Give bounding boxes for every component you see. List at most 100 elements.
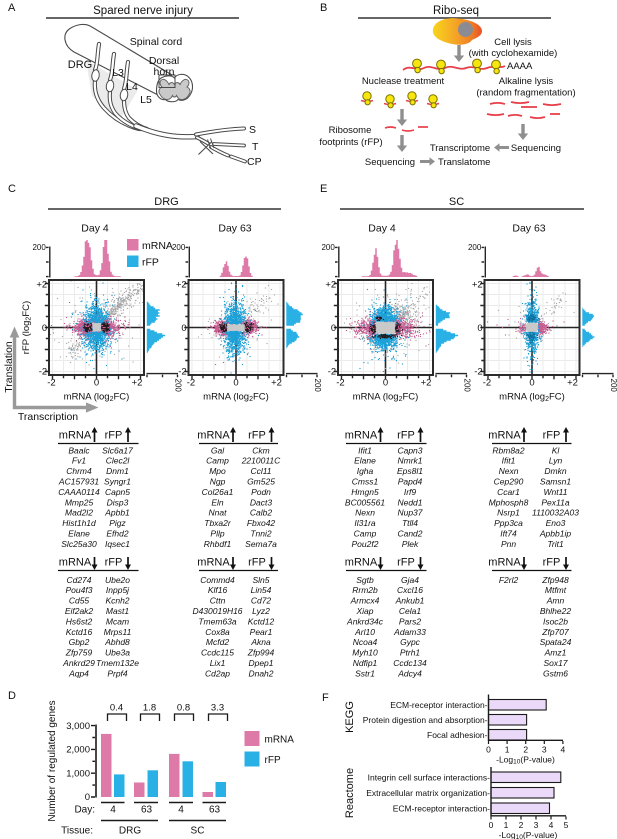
svg-text:Ncoa4: Ncoa4 <box>353 637 378 647</box>
svg-text:Ppp3ca: Ppp3ca <box>494 518 523 528</box>
svg-text:2,000: 2,000 <box>66 745 90 756</box>
svg-text:Isoc2b: Isoc2b <box>543 616 568 626</box>
svg-text:AC157931: AC157931 <box>58 477 99 487</box>
svg-text:Spared nerve injury: Spared nerve injury <box>93 5 193 17</box>
svg-text:Col26a1: Col26a1 <box>202 487 234 497</box>
svg-text:Slc6a17: Slc6a17 <box>102 445 133 455</box>
svg-text:Day 4: Day 4 <box>368 223 396 235</box>
svg-text:Sgtb: Sgtb <box>356 575 374 585</box>
svg-text:200: 200 <box>463 379 472 393</box>
svg-text:Ndfip1: Ndfip1 <box>353 658 378 668</box>
svg-text:Pars2: Pars2 <box>399 616 421 626</box>
svg-text:Mcfd2: Mcfd2 <box>206 637 229 647</box>
svg-text:Gbp2: Gbp2 <box>69 637 90 647</box>
svg-text:+2: +2 <box>421 378 432 389</box>
svg-text:200: 200 <box>174 379 183 393</box>
svg-text:-2: -2 <box>328 367 336 378</box>
svg-text:mRNA: mRNA <box>142 240 173 252</box>
svg-text:Dorsal: Dorsal <box>149 55 179 67</box>
svg-text:Wnt11: Wnt11 <box>544 487 568 497</box>
svg-text:Pex11a: Pex11a <box>541 497 569 507</box>
svg-text:Capn3: Capn3 <box>397 445 422 455</box>
svg-text:Alkaline lysis: Alkaline lysis <box>499 76 554 87</box>
svg-text:Hist1h1d: Hist1h1d <box>62 518 96 528</box>
svg-text:200: 200 <box>313 379 322 393</box>
svg-text:+2: +2 <box>132 378 143 389</box>
svg-text:Lyn: Lyn <box>549 456 563 466</box>
svg-text:L3: L3 <box>112 67 124 79</box>
svg-text:1: 1 <box>505 745 510 755</box>
svg-text:Ttll4: Ttll4 <box>402 518 418 528</box>
svg-text:+2: +2 <box>472 280 483 291</box>
svg-text:mRNA (log2FC): mRNA (log2FC) <box>499 392 565 404</box>
svg-text:0: 0 <box>489 820 494 830</box>
svg-text:0: 0 <box>181 323 186 334</box>
svg-text:rFP: rFP <box>105 557 123 569</box>
svg-text:Ube3a: Ube3a <box>105 648 130 658</box>
svg-text:Tmem132e: Tmem132e <box>96 658 139 668</box>
svg-text:Sln5: Sln5 <box>252 575 269 585</box>
svg-text:mRNA: mRNA <box>59 557 92 569</box>
svg-text:Baalc: Baalc <box>68 445 90 455</box>
svg-text:footprints (rFP): footprints (rFP) <box>319 137 382 148</box>
svg-text:Mpo: Mpo <box>209 466 226 476</box>
svg-text:mRNA: mRNA <box>265 735 295 746</box>
svg-text:Rrm2b: Rrm2b <box>352 585 378 595</box>
svg-text:Lin54: Lin54 <box>251 585 272 595</box>
svg-text:SC: SC <box>191 826 205 837</box>
svg-text:1.8: 1.8 <box>143 703 156 714</box>
svg-text:Nup37: Nup37 <box>397 508 422 518</box>
svg-text:Rhbdf1: Rhbdf1 <box>204 539 232 549</box>
svg-text:Disp3: Disp3 <box>107 497 129 507</box>
svg-text:3: 3 <box>534 820 539 830</box>
svg-text:Protein digestion and absorpti: Protein digestion and absorption- <box>363 715 488 725</box>
svg-text:Sema7a: Sema7a <box>245 539 277 549</box>
svg-text:3.3: 3.3 <box>211 703 224 714</box>
svg-text:Cttn: Cttn <box>210 596 226 606</box>
svg-text:Zfp948: Zfp948 <box>541 575 569 585</box>
svg-text:Tnni2: Tnni2 <box>250 529 272 539</box>
svg-text:Ankrd29: Ankrd29 <box>62 658 95 668</box>
svg-text:Transcription: Transcription <box>18 411 78 423</box>
svg-text:Day 63: Day 63 <box>218 223 251 235</box>
svg-text:Il31ra: Il31ra <box>354 518 376 528</box>
svg-text:Zfp707: Zfp707 <box>541 627 569 637</box>
svg-text:rFP (log2FC): rFP (log2FC) <box>21 301 33 354</box>
svg-text:Camp: Camp <box>354 529 377 539</box>
svg-text:Arl10: Arl10 <box>354 627 375 637</box>
svg-text:4: 4 <box>549 820 554 830</box>
svg-text:Ngp: Ngp <box>210 477 226 487</box>
svg-text:1: 1 <box>504 820 509 830</box>
svg-text:mRNA: mRNA <box>345 557 378 569</box>
svg-text:Eln: Eln <box>211 497 224 507</box>
svg-text:mRNA: mRNA <box>488 557 521 569</box>
svg-text:Chrm4: Chrm4 <box>66 466 92 476</box>
svg-text:-2: -2 <box>474 367 482 378</box>
svg-text:Translatome: Translatome <box>438 157 490 168</box>
svg-text:Adam33: Adam33 <box>393 627 426 637</box>
svg-text:-2: -2 <box>39 367 47 378</box>
svg-text:4: 4 <box>561 745 566 755</box>
svg-text:Cell lysis: Cell lysis <box>494 37 532 48</box>
svg-text:Inpp5j: Inpp5j <box>106 585 130 595</box>
svg-text:rFP: rFP <box>397 430 415 442</box>
svg-text:2210011C: 2210011C <box>241 456 281 466</box>
svg-text:ECM-receptor interaction-: ECM-receptor interaction- <box>393 804 490 814</box>
svg-text:Pou2f2: Pou2f2 <box>352 539 379 549</box>
svg-text:Pigz: Pigz <box>109 518 126 528</box>
svg-text:0: 0 <box>383 378 388 389</box>
svg-text:Ankrd34c: Ankrd34c <box>346 616 384 626</box>
svg-text:mRNA: mRNA <box>197 430 230 442</box>
svg-text:rFP: rFP <box>543 557 561 569</box>
svg-text:rFP: rFP <box>543 430 561 442</box>
svg-text:1110032A03: 1110032A03 <box>532 508 579 518</box>
svg-text:Trit1: Trit1 <box>547 539 564 549</box>
svg-text:0.8: 0.8 <box>177 703 190 714</box>
svg-text:Ifit1: Ifit1 <box>502 456 516 466</box>
svg-text:Dact3: Dact3 <box>250 497 272 507</box>
svg-text:L5: L5 <box>140 94 152 106</box>
svg-text:Myh10: Myh10 <box>352 648 378 658</box>
svg-text:Mmp25: Mmp25 <box>65 497 94 507</box>
svg-text:Nexn: Nexn <box>499 466 519 476</box>
svg-text:Cox8a: Cox8a <box>205 627 230 637</box>
